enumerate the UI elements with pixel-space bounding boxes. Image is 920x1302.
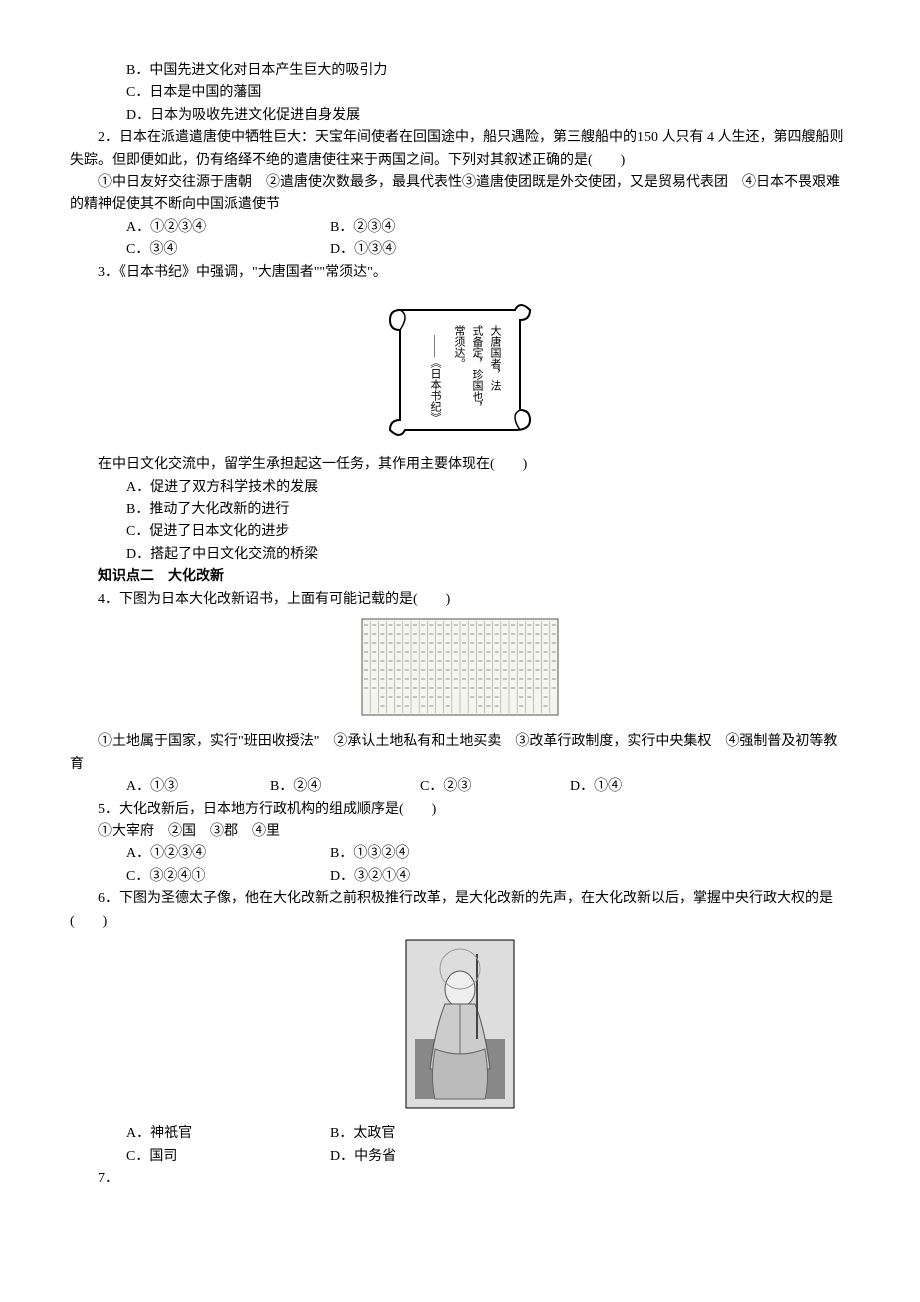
q5-stem: 5．大化改新后，日本地方行政机构的组成顺序是( ) xyxy=(70,799,850,821)
q7-stem: 7． xyxy=(70,1168,850,1190)
q6-option-b: B．太政官 xyxy=(330,1123,395,1145)
q4-option-c: C．②③ xyxy=(420,776,570,798)
q6-option-c: C．国司 xyxy=(70,1146,330,1168)
scroll-line-1: 大唐国者，法 xyxy=(489,324,502,391)
q4-sub: ①土地属于国家，实行"班田收授法" ②承认土地私有和土地买卖 ③改革行政制度，实… xyxy=(70,731,850,776)
q2-options-row2: C．③④ D．①③④ xyxy=(70,239,850,261)
q3-option-a: A．促进了双方科学技术的发展 xyxy=(70,477,850,499)
q1-option-c: C．日本是中国的藩国 xyxy=(70,82,850,104)
q6-options-row1: A．神祇官 B．太政官 xyxy=(70,1123,850,1145)
q5-option-c: C．③②④① xyxy=(70,866,330,888)
q2-option-d: D．①③④ xyxy=(330,239,396,261)
q6-options-row2: C．国司 D．中务省 xyxy=(70,1146,850,1168)
q5-options-row2: C．③②④① D．③②①④ xyxy=(70,866,850,888)
q4-option-a: A．①③ xyxy=(70,776,270,798)
q4-stem: 4．下图为日本大化改新诏书，上面有可能记载的是( ) xyxy=(70,589,850,611)
q6-option-d: D．中务省 xyxy=(330,1146,396,1168)
q2-option-b: B．②③④ xyxy=(330,217,395,239)
q2-option-a: A．①②③④ xyxy=(70,217,330,239)
q5-option-d: D．③②①④ xyxy=(330,866,410,888)
q4-option-b: B．②④ xyxy=(270,776,420,798)
q4-options: A．①③ B．②④ C．②③ D．①④ xyxy=(70,776,850,798)
q5-options-row1: A．①②③④ B．①③②④ xyxy=(70,843,850,865)
scroll-line-4: ——《日本书纪》 xyxy=(429,334,442,423)
q6-portrait-image xyxy=(70,939,850,1117)
q3-option-c: C．促进了日本文化的进步 xyxy=(70,521,850,543)
q5-option-a: A．①②③④ xyxy=(70,843,330,865)
q6-option-a: A．神祇官 xyxy=(70,1123,330,1145)
q6-stem: 6．下图为圣德太子像，他在大化改新之前积极推行改革，是大化改新的先声，在大化改新… xyxy=(70,888,850,933)
knowledge-point-2: 知识点二 大化改新 xyxy=(70,566,850,588)
q4-decree-image xyxy=(70,617,850,725)
scroll-line-3: 常须达。 xyxy=(453,325,466,369)
q4-option-d: D．①④ xyxy=(570,776,720,798)
q2-options-row1: A．①②③④ B．②③④ xyxy=(70,217,850,239)
q3-stem: 3．《日本书纪》中强调，"大唐国者""常须达"。 xyxy=(70,262,850,284)
q2-sub: ①中日友好交往源于唐朝 ②遣唐使次数最多，最具代表性③遣唐使团既是外交使团，又是… xyxy=(70,172,850,217)
q3-sub: 在中日文化交流中，留学生承担起这一任务，其作用主要体现在( ) xyxy=(70,454,850,476)
q1-option-b: B．中国先进文化对日本产生巨大的吸引力 xyxy=(70,60,850,82)
scroll-line-2: 式备定，珍国也， xyxy=(471,325,484,413)
q3-option-b: B．推动了大化改新的进行 xyxy=(70,499,850,521)
q3-scroll-image: 大唐国者，法 式备定，珍国也， 常须达。 ——《日本书纪》 xyxy=(70,290,850,448)
q2-stem: 2．日本在派遣遣唐使中牺牲巨大：天宝年间使者在回国途中，船只遇险，第三艘船中的1… xyxy=(70,127,850,172)
q5-option-b: B．①③②④ xyxy=(330,843,409,865)
q3-option-d: D．搭起了中日文化交流的桥梁 xyxy=(70,544,850,566)
q5-sub: ①大宰府 ②国 ③郡 ④里 xyxy=(70,821,850,843)
q1-option-d: D．日本为吸收先进文化促进自身发展 xyxy=(70,105,850,127)
q2-option-c: C．③④ xyxy=(70,239,330,261)
